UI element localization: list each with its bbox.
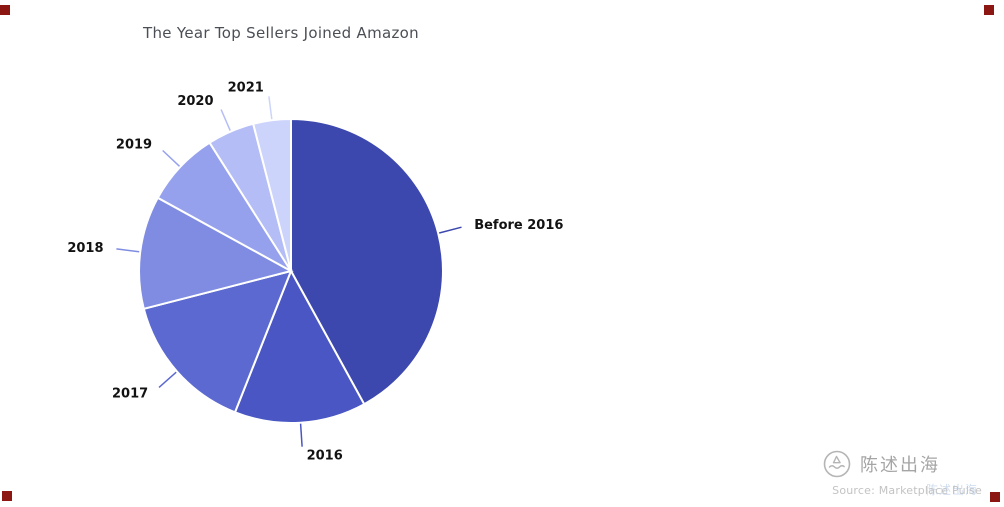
slice-label-before-2016: Before 2016 [474,218,563,233]
slice-label-2019: 2019 [116,137,152,152]
pie-slice-2018[interactable] [138,196,294,311]
pie-slice-before-2016[interactable] [290,117,444,406]
label-leader-line-2016 [299,423,303,447]
corner-mark [984,5,994,15]
slice-label-2018: 2018 [67,241,103,256]
slice-label-2016: 2016 [307,449,343,464]
corner-mark [0,5,10,15]
brand-logo-icon [822,449,852,479]
watermark: 陈述出海 陈述出海 Source: Marketplace Pulse [822,449,982,497]
source-credit: Source: Marketplace Pulse [832,484,982,497]
corner-mark [2,491,12,501]
slice-label-2017: 2017 [112,386,148,401]
pie-slice-2021[interactable] [251,117,292,272]
slice-label-2021: 2021 [228,81,264,96]
brand-row: 陈述出海 [822,449,940,479]
label-leader-line-before-2016 [439,226,462,234]
label-leader-line-2019 [162,149,181,167]
chart-title: The Year Top Sellers Joined Amazon [143,24,419,42]
slice-label-2020: 2020 [177,94,213,109]
corner-mark [990,492,1000,502]
pie-slice-2017[interactable] [142,269,293,414]
brand-name: 陈述出海 [860,455,940,476]
label-leader-line-2017 [158,371,177,388]
source-row: 陈述出海 Source: Marketplace Pulse [822,483,982,497]
label-leader-line-2021 [268,96,273,120]
pie-slice-2016[interactable] [233,268,366,424]
label-leader-line-2018 [116,248,140,253]
label-leader-line-2020 [220,109,231,131]
